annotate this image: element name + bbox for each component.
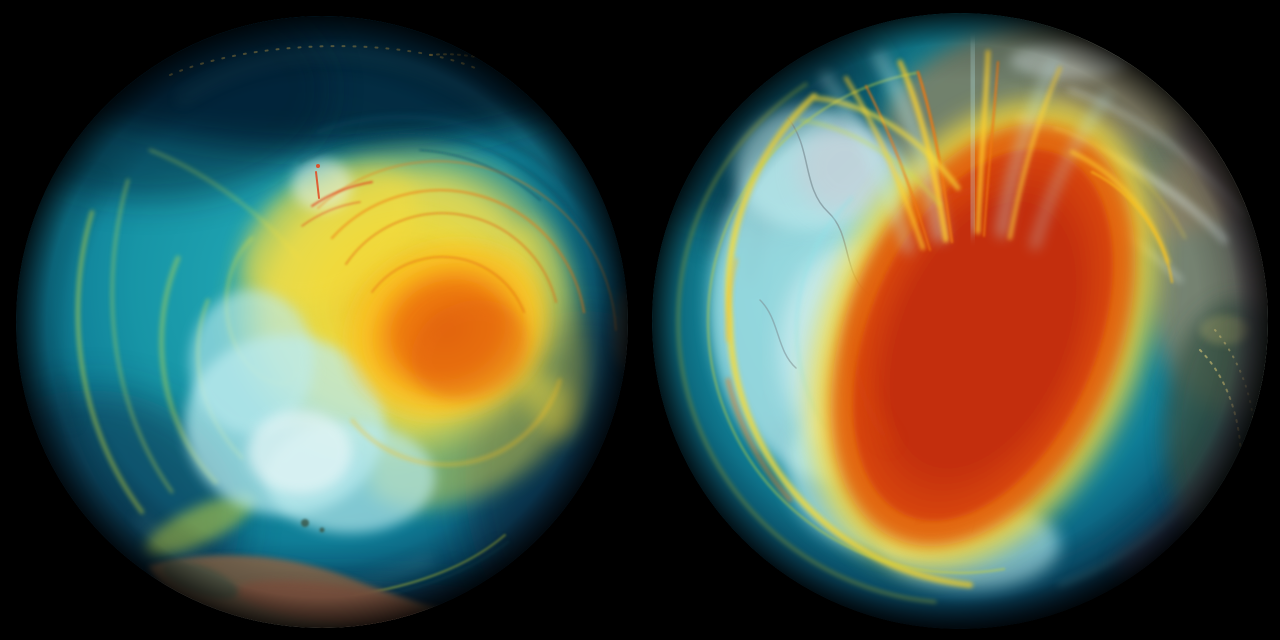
limb-shadow <box>16 16 628 628</box>
limb-shadow <box>652 13 1268 629</box>
right-globe-oblique-view <box>652 13 1268 629</box>
left-globe-polar-view <box>16 16 628 628</box>
